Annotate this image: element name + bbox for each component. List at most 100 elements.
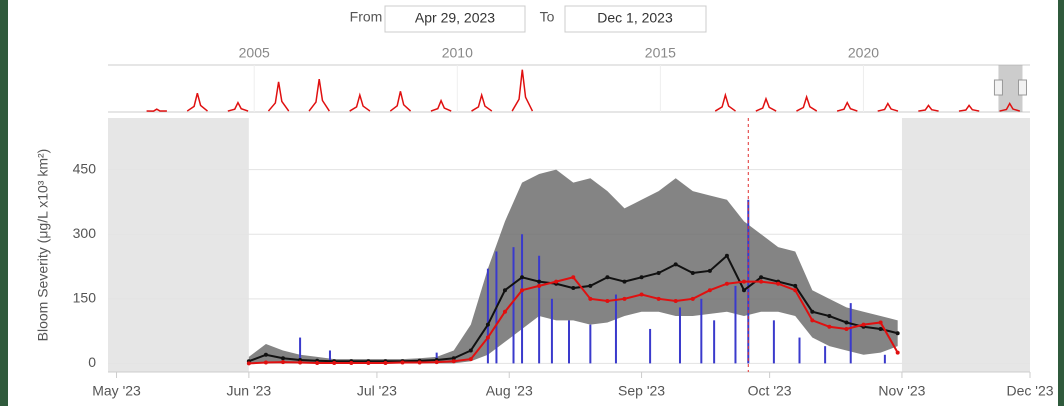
bar	[734, 285, 737, 364]
series-point	[776, 281, 781, 286]
x-tick-label: Aug '23	[486, 383, 533, 399]
series-point	[639, 275, 644, 280]
series-point	[742, 279, 747, 284]
series-point	[622, 296, 627, 301]
navigator-spike	[349, 92, 371, 112]
navigator-spike	[714, 92, 736, 112]
series-point	[724, 253, 729, 258]
x-tick-label: Oct '23	[748, 383, 792, 399]
from-input[interactable]	[384, 5, 526, 33]
series-point	[588, 296, 593, 301]
navigator-spike	[267, 81, 290, 112]
navigator-spike	[308, 78, 330, 112]
bar	[772, 320, 775, 364]
series-point	[537, 283, 542, 288]
series-point	[844, 326, 849, 331]
plot-band	[108, 118, 249, 372]
series-point	[400, 360, 405, 365]
series-point	[349, 360, 354, 365]
series-point	[281, 360, 286, 365]
navigator-spike	[918, 104, 939, 112]
navigator-tick-label: 2005	[239, 45, 270, 61]
series-point	[656, 296, 661, 301]
bar	[849, 303, 852, 364]
bar	[614, 294, 617, 364]
bar	[883, 354, 886, 364]
x-tick-label: Jul '23	[357, 383, 397, 399]
series-point	[571, 275, 576, 280]
series-point	[537, 279, 542, 284]
series-point	[622, 279, 627, 284]
series-point	[793, 283, 798, 288]
to-input[interactable]	[564, 5, 707, 33]
to-value[interactable]: Dec 1, 2023	[597, 10, 673, 26]
series-point	[827, 324, 832, 329]
series-point	[878, 326, 883, 331]
bar	[824, 346, 827, 364]
plot-band	[901, 118, 1030, 372]
series-point	[468, 357, 473, 362]
bar	[486, 268, 489, 364]
bar	[568, 320, 570, 364]
navigator-handle	[993, 79, 1003, 96]
bar	[550, 298, 553, 364]
series-point	[502, 309, 507, 314]
bar	[649, 328, 652, 364]
series-point	[366, 360, 371, 365]
series-point	[759, 275, 764, 280]
bar	[512, 247, 515, 364]
series-point	[656, 270, 661, 275]
series-point	[861, 322, 866, 327]
series-point	[844, 320, 849, 325]
bar	[299, 337, 302, 364]
navigator-tick-label: 2010	[442, 45, 473, 61]
x-tick-label: Jun '23	[227, 383, 272, 399]
navigator-spike	[755, 96, 777, 112]
navigator-spike	[186, 93, 208, 112]
series-point	[298, 360, 303, 365]
navigator-spike	[146, 108, 167, 112]
y-tick-label: 0	[88, 354, 96, 370]
series-point	[673, 298, 678, 303]
navigator-spike	[227, 100, 249, 112]
series-point	[246, 361, 251, 366]
navigator-spike	[389, 91, 412, 112]
series-point	[417, 360, 422, 365]
y-tick-label: 150	[73, 290, 97, 306]
series-point	[793, 288, 798, 293]
series-point	[502, 288, 507, 293]
series-point	[383, 360, 388, 365]
series-point	[485, 322, 490, 327]
navigator-spike	[471, 92, 493, 112]
x-tick-label: Dec '23	[1006, 383, 1053, 399]
series-point	[605, 275, 610, 280]
series-point	[707, 288, 712, 293]
navigator-tick-label: 2015	[645, 45, 676, 61]
navigator-spike	[430, 98, 452, 112]
series-point	[451, 356, 456, 361]
from-value[interactable]: Apr 29, 2023	[415, 10, 495, 26]
right-border	[1058, 0, 1064, 406]
series-point	[485, 335, 490, 340]
y-tick-label: 450	[73, 160, 97, 176]
navigator-spike	[958, 104, 980, 112]
series-point	[759, 279, 764, 284]
bar	[538, 255, 541, 364]
x-tick-label: Sep '23	[618, 383, 665, 399]
series-point	[451, 359, 456, 364]
series-point	[434, 360, 439, 365]
navigator-handle	[1017, 79, 1027, 96]
y-axis-label: Bloom Severity (μg/L x10³ km²)	[35, 149, 51, 342]
series-point	[810, 309, 815, 314]
series-point	[588, 283, 593, 288]
series-point	[707, 268, 712, 273]
series-point	[895, 350, 900, 355]
to-label: To	[540, 9, 555, 25]
bar	[589, 324, 592, 364]
navigator-tick-label: 2020	[848, 45, 879, 61]
navigator-spike	[511, 69, 534, 112]
series-point	[281, 356, 286, 361]
navigator-spike	[796, 94, 818, 112]
